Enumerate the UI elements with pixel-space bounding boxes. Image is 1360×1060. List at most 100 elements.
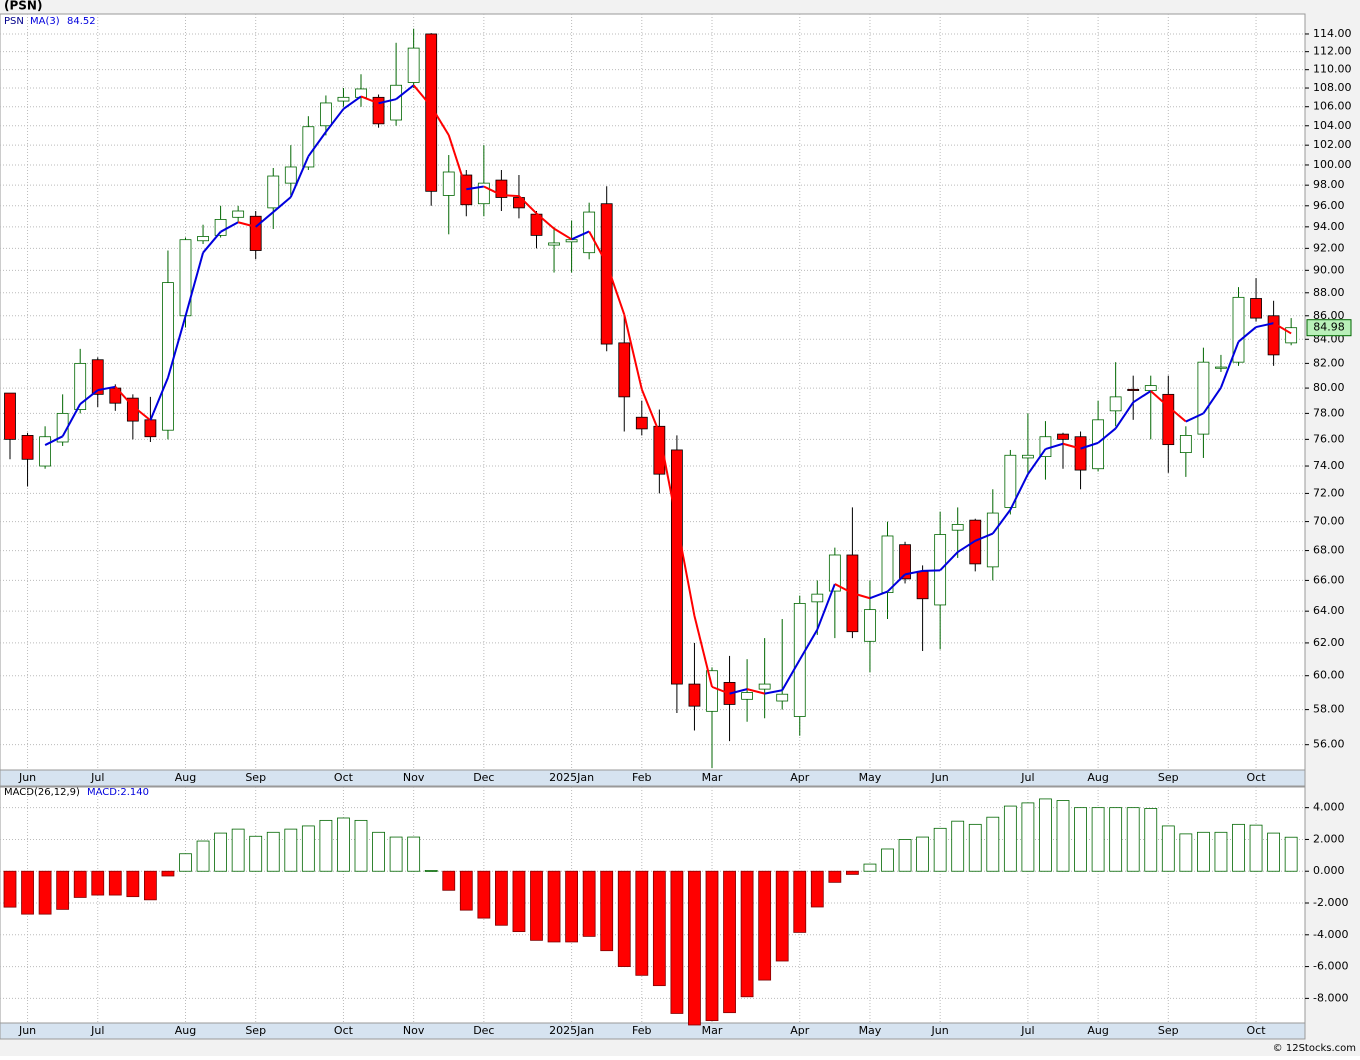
chart-title: (PSN) bbox=[4, 0, 42, 13]
macd-bar bbox=[319, 819, 333, 872]
x-axis-strip bbox=[0, 769, 1306, 787]
x-tick-label: Nov bbox=[403, 771, 425, 784]
x-tick-label: Dec bbox=[473, 1024, 494, 1037]
candle-body bbox=[442, 171, 455, 196]
x-axis-strip bbox=[0, 1022, 1306, 1040]
ma-line bbox=[1255, 322, 1274, 329]
x-tick-label: Nov bbox=[403, 1024, 425, 1037]
candle-body bbox=[214, 219, 227, 236]
ma-line bbox=[430, 105, 450, 136]
ma-line bbox=[588, 230, 608, 265]
ma-line bbox=[272, 196, 292, 213]
ma-line bbox=[571, 230, 590, 241]
x-tick-label: Jul bbox=[90, 771, 104, 784]
candle-body bbox=[1022, 454, 1034, 459]
macd-bar bbox=[775, 870, 789, 962]
macd-bar bbox=[1091, 807, 1105, 872]
candle-body bbox=[232, 210, 245, 218]
candle-body bbox=[706, 670, 718, 712]
ma-line bbox=[886, 573, 906, 593]
legend-symbol: PSN bbox=[4, 16, 24, 27]
candle-body bbox=[548, 242, 560, 246]
candle-body bbox=[986, 512, 999, 568]
macd-bar bbox=[582, 870, 596, 937]
macd-bar bbox=[723, 870, 736, 1014]
y-tick-label: -4.000 bbox=[1313, 928, 1348, 941]
x-tick-label: Sep bbox=[1158, 771, 1179, 784]
ma-line bbox=[658, 432, 678, 524]
x-tick-label: Apr bbox=[790, 771, 810, 784]
ma-line bbox=[255, 211, 274, 228]
ma-line bbox=[675, 522, 696, 617]
ma-line bbox=[1132, 390, 1152, 404]
candle-body bbox=[618, 342, 631, 398]
ma-line bbox=[44, 435, 64, 446]
candle-body bbox=[1197, 361, 1210, 435]
x-tick-label: Mar bbox=[702, 771, 723, 784]
y-tick-label: 92.00 bbox=[1313, 241, 1345, 254]
ma-line bbox=[922, 569, 941, 572]
candle-body bbox=[319, 102, 332, 127]
macd-bar bbox=[477, 870, 491, 919]
ma-line bbox=[623, 314, 643, 390]
macd-bar bbox=[108, 870, 122, 896]
candle-body bbox=[407, 47, 420, 83]
ma-line bbox=[97, 385, 116, 392]
candle-body bbox=[249, 215, 262, 251]
candle-body bbox=[495, 179, 508, 198]
y-tick-label: 0.000 bbox=[1313, 864, 1345, 877]
y-tick-label: 94.00 bbox=[1313, 220, 1345, 233]
candle-body bbox=[1127, 388, 1140, 391]
last-price-label: 84.98 bbox=[1313, 321, 1345, 334]
ma-line bbox=[553, 227, 573, 241]
ma-line bbox=[237, 221, 256, 228]
y-tick-label: 74.00 bbox=[1313, 459, 1345, 472]
y-tick-label: 104.00 bbox=[1313, 119, 1352, 132]
x-tick-label: Oct bbox=[334, 1024, 354, 1037]
candle-body bbox=[969, 519, 982, 565]
candle-body bbox=[4, 392, 16, 440]
x-tick-label: Jun bbox=[931, 771, 949, 784]
ma-line bbox=[307, 131, 327, 157]
y-tick-label: 68.00 bbox=[1313, 544, 1345, 557]
macd-bar bbox=[372, 831, 385, 872]
y-tick-label: 72.00 bbox=[1313, 486, 1345, 499]
ma-line bbox=[61, 403, 82, 437]
candle-body bbox=[758, 683, 771, 690]
ma-line bbox=[869, 590, 888, 600]
candle-body bbox=[881, 535, 894, 594]
macd-bar bbox=[530, 870, 543, 941]
x-tick-label: Jun bbox=[18, 1024, 36, 1037]
macd-bar bbox=[442, 870, 456, 891]
y-tick-label: -6.000 bbox=[1313, 960, 1348, 973]
macd-bar bbox=[21, 870, 34, 915]
macd-bar bbox=[951, 820, 965, 872]
ma-line bbox=[1009, 473, 1029, 511]
x-tick-label: Dec bbox=[473, 771, 494, 784]
candle-body bbox=[355, 88, 367, 98]
x-tick-label: Jun bbox=[931, 1024, 949, 1037]
candle-body bbox=[39, 436, 51, 467]
candle-body bbox=[91, 359, 104, 395]
x-tick-label: Sep bbox=[245, 771, 266, 784]
x-tick-label: May bbox=[859, 771, 882, 784]
candle-body bbox=[460, 174, 473, 206]
x-tick-label: Aug bbox=[175, 1024, 196, 1037]
candle-body bbox=[741, 692, 753, 700]
x-tick-label: Mar bbox=[702, 1024, 723, 1037]
ma-line bbox=[1220, 341, 1240, 389]
ma-line bbox=[781, 659, 801, 691]
y-tick-label: 108.00 bbox=[1313, 81, 1352, 94]
legend-macd-value: MACD:2.140 bbox=[87, 787, 149, 798]
ma-line bbox=[852, 592, 871, 600]
macd-bar bbox=[1197, 831, 1210, 872]
ma-line bbox=[483, 185, 502, 196]
x-tick-label: Feb bbox=[632, 771, 651, 784]
candle-body bbox=[372, 96, 385, 125]
ma-line bbox=[79, 389, 99, 405]
ma-line bbox=[466, 185, 485, 191]
macd-bar bbox=[284, 828, 298, 872]
y-tick-label: 78.00 bbox=[1313, 406, 1345, 419]
x-tick-label: Apr bbox=[790, 1024, 810, 1037]
